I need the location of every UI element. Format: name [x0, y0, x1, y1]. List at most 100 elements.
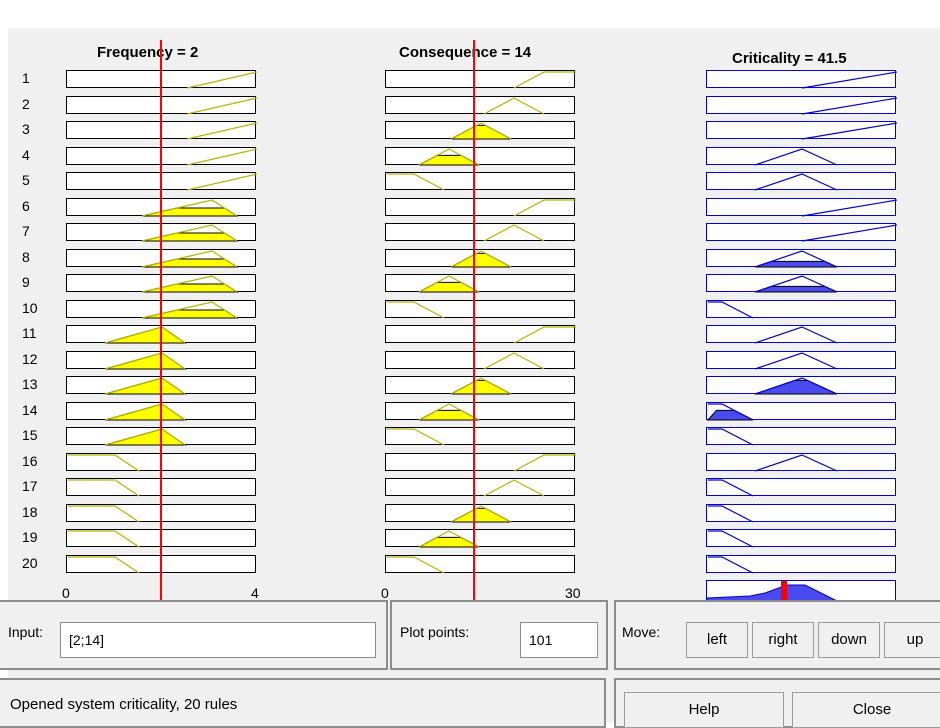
frequency-mf-shape	[141, 224, 239, 242]
consequence-mf-shape	[483, 479, 545, 497]
consequence-mf-plot[interactable]	[385, 172, 575, 191]
frequency-title: Frequency = 2	[97, 44, 199, 61]
consequence-mf-plot[interactable]	[385, 274, 575, 293]
criticality-mf-plot[interactable]	[706, 146, 896, 166]
consequence-mf-plot[interactable]	[385, 197, 576, 217]
consequence-mf-shape	[513, 326, 576, 344]
frequency-mf-shape	[186, 122, 257, 140]
consequence-mf-plot[interactable]	[385, 427, 575, 446]
criticality-mf-shape	[801, 122, 897, 140]
consequence-mf-plot[interactable]	[385, 248, 575, 268]
criticality-mf-plot[interactable]	[706, 274, 896, 293]
rule-number: 8	[22, 248, 30, 265]
criticality-mf-shape	[754, 147, 838, 166]
rule-number: 12	[22, 350, 38, 367]
consequence-mf-plot[interactable]	[385, 554, 575, 574]
consequence-input-marker[interactable]	[473, 40, 475, 603]
rule-number: 7	[22, 223, 30, 239]
criticality-mf-plot[interactable]	[706, 478, 896, 497]
consequence-mf-plot[interactable]	[385, 452, 576, 472]
criticality-mf-shape	[754, 173, 838, 191]
move-left-button[interactable]: left	[686, 622, 748, 658]
frequency-mf-shape	[68, 530, 140, 548]
criticality-mf-plot[interactable]	[706, 223, 897, 242]
plot-points-field[interactable]: 101	[520, 622, 598, 658]
close-button[interactable]: Close	[792, 692, 940, 728]
rule-number: 16	[22, 452, 38, 469]
rule-viewer-plot-area: Frequency = 2 Consequence = 14 Criticali…	[0, 28, 940, 728]
rule-number: 2	[22, 95, 30, 112]
consequence-mf-shape	[418, 402, 480, 421]
criticality-mf-shape	[708, 504, 754, 523]
rule-number: 6	[22, 197, 30, 214]
consequence-mf-plot[interactable]	[385, 401, 575, 421]
criticality-mf-shape	[801, 96, 897, 115]
criticality-mf-plot[interactable]	[706, 248, 896, 268]
consequence-mf-plot[interactable]	[385, 325, 576, 344]
criticality-mf-plot[interactable]	[706, 427, 896, 446]
consequence-mf-plot[interactable]	[385, 70, 576, 89]
criticality-mf-plot[interactable]	[706, 376, 896, 395]
frequency-mf-shape	[68, 555, 140, 573]
move-right-button[interactable]: right	[752, 622, 814, 658]
consequence-mf-shape	[483, 351, 545, 370]
consequence-mf-shape	[483, 224, 545, 242]
consequence-mf-plot[interactable]	[385, 121, 575, 140]
consequence-mf-shape	[483, 96, 545, 115]
consequence-mf-shape	[387, 428, 445, 446]
criticality-mf-plot[interactable]	[706, 529, 896, 548]
frequency-input-marker[interactable]	[160, 40, 162, 603]
criticality-mf-shape	[708, 530, 754, 548]
criticality-mf-shape	[708, 300, 754, 319]
criticality-mf-shape	[801, 224, 897, 242]
criticality-mf-shape	[801, 198, 897, 217]
criticality-mf-shape	[707, 402, 754, 421]
rule-number: 5	[22, 172, 30, 188]
consequence-mf-plot[interactable]	[385, 478, 575, 497]
criticality-mf-shape	[708, 428, 754, 446]
rule-number: 13	[22, 376, 38, 392]
consequence-mf-plot[interactable]	[385, 223, 575, 242]
frequency-mf-shape	[104, 326, 187, 344]
help-button[interactable]: Help	[624, 692, 784, 728]
criticality-title: Criticality = 41.5	[732, 50, 847, 67]
criticality-mf-plot[interactable]	[706, 121, 897, 140]
consequence-axis-min: 0	[381, 585, 389, 601]
frequency-mf-shape	[68, 504, 140, 522]
move-down-button[interactable]: down	[818, 622, 880, 658]
move-label: Move:	[622, 624, 661, 640]
status-panel: Opened system criticality, 20 rules	[0, 678, 606, 728]
move-up-button[interactable]: up	[884, 622, 940, 658]
input-field[interactable]: [2;14]	[60, 622, 376, 658]
consequence-mf-plot[interactable]	[385, 299, 575, 319]
consequence-mf-plot[interactable]	[385, 95, 575, 115]
consequence-mf-plot[interactable]	[385, 503, 575, 523]
aggregated-output-plot	[706, 580, 896, 602]
rule-number: 14	[22, 401, 38, 418]
criticality-mf-plot[interactable]	[706, 299, 896, 319]
criticality-mf-plot[interactable]	[706, 70, 897, 89]
criticality-mf-plot[interactable]	[706, 554, 896, 574]
criticality-mf-plot[interactable]	[706, 452, 896, 472]
consequence-mf-shape	[387, 555, 445, 574]
criticality-mf-shape	[754, 249, 838, 268]
consequence-mf-plot[interactable]	[385, 146, 575, 166]
criticality-mf-plot[interactable]	[706, 95, 897, 115]
frequency-mf-shape	[186, 71, 257, 89]
criticality-mf-plot[interactable]	[706, 401, 896, 421]
criticality-mf-plot[interactable]	[706, 197, 897, 217]
consequence-mf-plot[interactable]	[385, 529, 575, 548]
frequency-mf-shape	[141, 249, 239, 268]
frequency-mf-shape	[68, 453, 140, 471]
status-message: Opened system criticality, 20 rules	[10, 696, 238, 713]
criticality-mf-plot[interactable]	[706, 503, 896, 523]
frequency-axis-max: 4	[251, 585, 259, 601]
criticality-mf-plot[interactable]	[706, 172, 896, 191]
consequence-mf-plot[interactable]	[385, 376, 575, 395]
criticality-mf-plot[interactable]	[706, 350, 896, 370]
criticality-mf-shape	[754, 351, 838, 370]
consequence-mf-plot[interactable]	[385, 350, 575, 370]
criticality-mf-shape	[708, 479, 754, 497]
criticality-mf-plot[interactable]	[706, 325, 896, 344]
